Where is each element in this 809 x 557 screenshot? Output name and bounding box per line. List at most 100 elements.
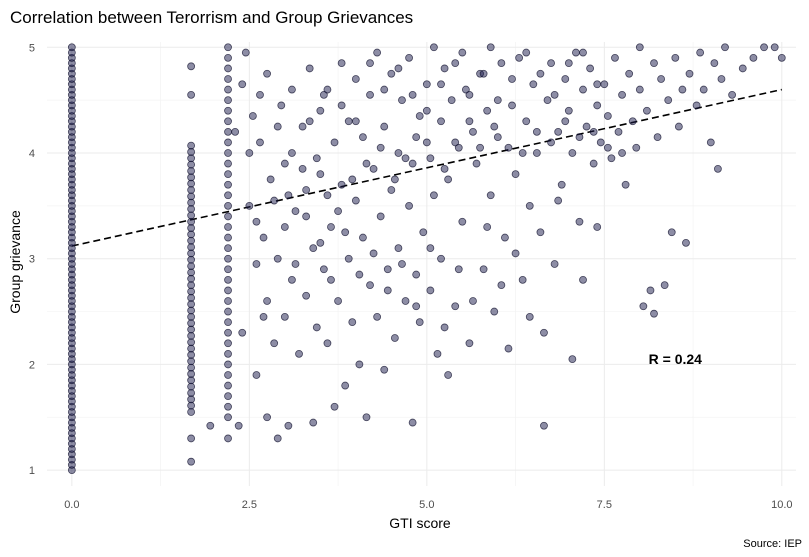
data-point	[334, 207, 342, 216]
y-tick-label: 2	[29, 359, 35, 371]
data-point	[224, 212, 232, 221]
data-point	[469, 297, 477, 305]
data-point	[224, 53, 232, 62]
data-point	[437, 117, 445, 126]
data-point	[319, 90, 328, 99]
data-point	[600, 80, 609, 89]
data-point	[529, 80, 538, 89]
data-point	[263, 297, 271, 305]
data-point	[536, 228, 545, 237]
data-point	[451, 138, 460, 147]
data-point	[263, 413, 271, 422]
data-point	[564, 106, 573, 115]
data-point	[465, 339, 474, 348]
data-point	[224, 371, 232, 379]
data-point	[284, 421, 293, 430]
data-point	[288, 275, 296, 284]
data-points	[67, 43, 786, 475]
data-point	[224, 297, 232, 305]
data-point	[430, 191, 438, 200]
data-point	[419, 228, 428, 237]
data-point	[728, 90, 737, 99]
data-point	[359, 233, 367, 242]
data-point	[224, 170, 232, 179]
data-point	[224, 106, 232, 115]
y-tick-label: 5	[29, 42, 35, 54]
data-point	[351, 117, 360, 126]
data-point	[586, 64, 595, 73]
data-point	[579, 275, 587, 284]
data-point	[266, 175, 275, 184]
data-point	[344, 117, 353, 126]
data-point	[224, 392, 232, 401]
x-tick-label: 10.0	[771, 499, 792, 511]
data-point	[366, 90, 374, 99]
data-point	[721, 43, 729, 52]
data-point	[660, 281, 669, 290]
data-point	[288, 85, 296, 94]
data-point	[263, 69, 271, 78]
data-point	[490, 122, 499, 131]
data-point	[373, 312, 382, 321]
data-point	[426, 286, 435, 295]
data-point	[635, 43, 644, 52]
data-point	[224, 149, 232, 157]
chart-title: Correlation between Terorrism and Group …	[10, 8, 413, 27]
data-point	[337, 101, 346, 110]
data-point	[327, 275, 335, 284]
data-point	[593, 80, 602, 89]
data-point	[302, 291, 311, 300]
x-axis-title: GTI score	[389, 515, 451, 531]
data-point	[568, 355, 577, 364]
data-point	[298, 164, 307, 173]
data-point	[245, 201, 254, 210]
data-point	[341, 381, 350, 390]
data-point	[603, 112, 612, 120]
data-point	[224, 138, 232, 147]
data-point	[224, 402, 232, 411]
data-point	[224, 413, 232, 422]
data-point	[187, 90, 196, 99]
data-point	[362, 159, 371, 168]
data-point	[234, 421, 243, 430]
data-point	[327, 223, 335, 231]
data-point	[426, 244, 435, 253]
data-point	[224, 328, 232, 337]
data-point	[187, 457, 196, 466]
data-point	[589, 127, 598, 136]
data-point	[582, 122, 591, 131]
data-point	[224, 127, 232, 136]
y-axis-ticks: 1 2 3 4 5	[29, 42, 35, 477]
data-point	[224, 223, 232, 231]
data-point	[280, 223, 289, 231]
data-point	[646, 286, 655, 295]
data-point	[224, 43, 232, 52]
data-point	[387, 186, 396, 194]
data-point	[554, 127, 563, 136]
data-point	[341, 228, 350, 237]
data-point	[351, 75, 360, 83]
data-point	[369, 164, 378, 173]
data-point	[454, 265, 463, 274]
data-point	[508, 75, 516, 83]
data-point	[277, 101, 286, 110]
data-point	[398, 260, 406, 268]
data-point	[224, 381, 232, 390]
data-point	[561, 117, 570, 126]
data-point	[777, 53, 786, 62]
data-point	[504, 344, 513, 353]
data-point	[337, 59, 346, 68]
data-point	[366, 281, 374, 290]
data-point	[579, 85, 587, 94]
data-point	[224, 434, 232, 443]
data-point	[291, 260, 300, 268]
data-point	[312, 154, 321, 163]
data-point	[224, 191, 232, 200]
data-point	[401, 154, 410, 163]
data-point	[238, 80, 247, 89]
data-point	[621, 180, 630, 189]
data-point	[355, 360, 364, 369]
data-point	[706, 138, 715, 147]
data-point	[390, 334, 399, 342]
data-point	[554, 196, 563, 205]
